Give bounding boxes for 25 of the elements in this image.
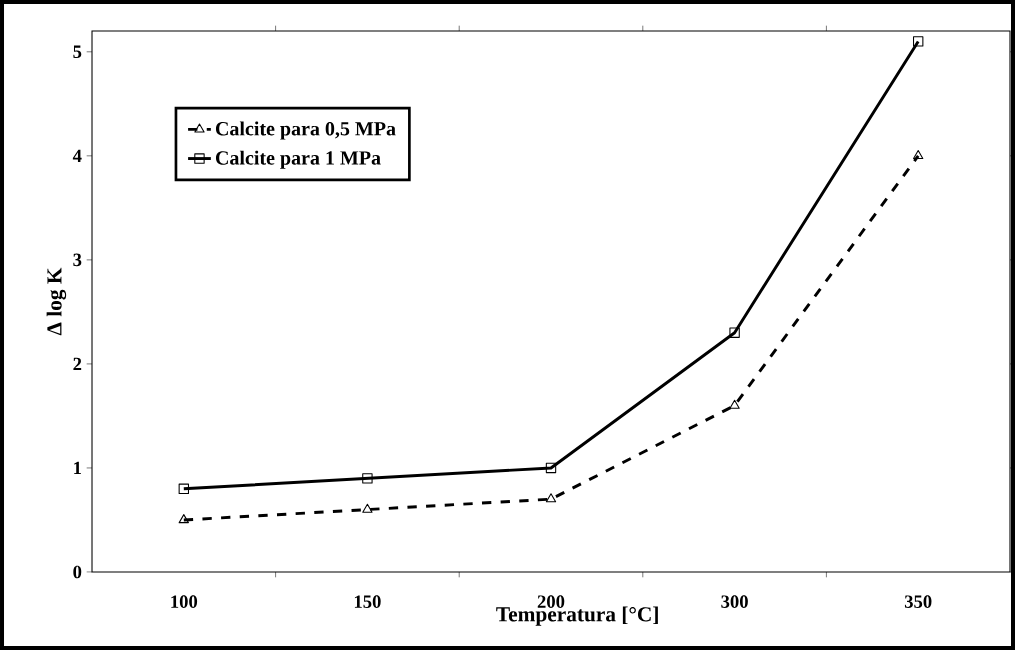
x-tick-label: 300 bbox=[721, 595, 748, 608]
x-tick-label: 200 bbox=[537, 595, 565, 608]
point bbox=[362, 503, 373, 513]
point bbox=[729, 399, 740, 409]
y-axis-title: Δ log K bbox=[46, 267, 67, 336]
x-tick-label: 150 bbox=[354, 595, 381, 608]
point bbox=[913, 149, 924, 160]
y-tick-label: 1 bbox=[74, 461, 81, 475]
y-tick-label: 0 bbox=[73, 565, 82, 579]
y-tick-label: 2 bbox=[73, 357, 82, 371]
x-tick-label: 350 bbox=[904, 595, 932, 608]
point bbox=[729, 327, 740, 338]
y-tick-label: 3 bbox=[73, 253, 82, 267]
legend-label: Calcite para 1 MPa bbox=[215, 150, 381, 169]
point bbox=[545, 462, 557, 474]
point bbox=[545, 493, 557, 503]
legend-label: Calcite para 0,5 MPa bbox=[215, 121, 396, 140]
point bbox=[362, 473, 373, 484]
point bbox=[178, 483, 190, 494]
point bbox=[912, 36, 924, 47]
x-tick-label: 100 bbox=[171, 595, 198, 608]
x-axis-title: Temperatura [°C] bbox=[496, 606, 658, 626]
y-tick-label: 4 bbox=[72, 149, 82, 162]
point bbox=[178, 514, 189, 524]
y-tick-label: 5 bbox=[73, 45, 82, 59]
